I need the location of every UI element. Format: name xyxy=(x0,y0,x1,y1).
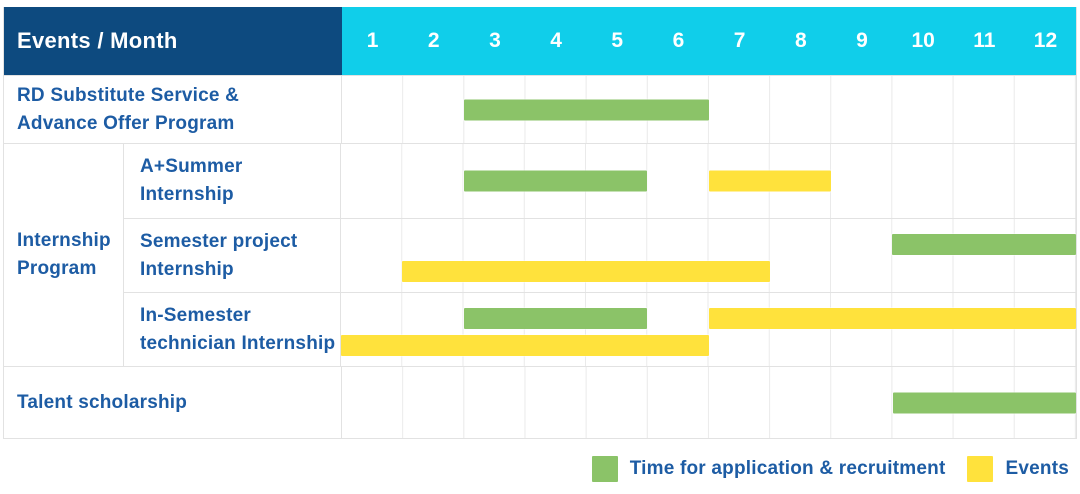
row-label-a-plus-summer: A+Summer Internship xyxy=(124,144,341,218)
row-label-line: A+Summer xyxy=(140,156,243,177)
table-row: RD Substitute Service & Advance Offer Pr… xyxy=(4,75,1076,143)
application-period-bar xyxy=(892,392,1076,413)
legend-label-application: Time for application & recruitment xyxy=(629,458,946,479)
table-row: Semester project Internship xyxy=(124,218,1076,292)
month-header-9: 9 xyxy=(856,29,868,52)
application-period-bar xyxy=(463,170,648,192)
gantt-lane-in-semester-technician xyxy=(341,293,1076,366)
legend-label-events: Events xyxy=(1005,458,1069,479)
gantt-lane-a-plus-summer xyxy=(341,144,1076,218)
month-header-3: 3 xyxy=(489,29,501,52)
month-header-4: 4 xyxy=(550,29,562,52)
row-label-in-semester-technician: In-Semester technician Internship xyxy=(124,293,341,366)
legend-item-application: Time for application & recruitment xyxy=(591,456,946,482)
row-label-line: Internship xyxy=(140,184,234,205)
yellow-swatch-icon xyxy=(967,456,994,482)
group-label-internship-program: Internship Program xyxy=(4,144,124,366)
events-month-header-cell: Events / Month xyxy=(4,7,342,75)
table-row: A+Summer Internship xyxy=(124,144,1076,218)
month-header-8: 8 xyxy=(794,29,807,52)
green-swatch-icon xyxy=(591,456,618,482)
month-header-strip: 1 2 3 4 5 6 7 8 9 10 11 12 xyxy=(342,7,1076,75)
event-period-bar xyxy=(341,335,709,356)
row-label-line: Internship xyxy=(140,258,234,280)
row-label-line: Advance Offer Program xyxy=(17,112,235,134)
row-label-line: RD Substitute Service & xyxy=(17,84,240,106)
gantt-lane-rd-substitute xyxy=(342,76,1076,143)
event-period-bar xyxy=(402,261,770,282)
row-label-rd-substitute: RD Substitute Service & Advance Offer Pr… xyxy=(4,76,342,143)
month-header-5: 5 xyxy=(611,29,624,52)
table-header-row: Events / Month 1 2 3 4 5 6 7 8 9 10 11 1… xyxy=(4,7,1076,75)
internship-program-group: Internship Program A+Summer Internship S… xyxy=(4,143,1076,366)
month-header-6: 6 xyxy=(672,29,685,52)
row-label-talent-scholarship: Talent scholarship xyxy=(4,367,342,438)
group-label-line: Internship xyxy=(17,230,111,251)
row-label-line: Semester project xyxy=(140,230,298,252)
table-title: Events / Month xyxy=(17,28,178,53)
row-label-line: Talent scholarship xyxy=(17,391,188,413)
application-period-bar xyxy=(464,99,709,120)
legend-item-events: Events xyxy=(967,456,1069,482)
group-label-line: Program xyxy=(17,258,97,279)
application-period-bar xyxy=(892,234,1076,255)
internship-subrows: A+Summer Internship Semester project Int… xyxy=(124,144,1076,366)
month-header-7: 7 xyxy=(733,29,746,52)
row-label-line: In-Semester xyxy=(140,304,251,326)
gantt-lane-talent-scholarship xyxy=(342,367,1076,438)
row-label-line: technician Internship xyxy=(140,332,336,354)
events-month-table: Events / Month 1 2 3 4 5 6 7 8 9 10 11 1… xyxy=(3,7,1077,439)
month-header-2: 2 xyxy=(427,29,440,52)
month-header-10: 10 xyxy=(911,29,935,52)
month-header-12: 12 xyxy=(1033,29,1058,52)
event-period-bar xyxy=(708,308,1076,329)
row-label-semester-project: Semester project Internship xyxy=(124,219,341,292)
event-period-bar xyxy=(708,170,831,192)
table-row: In-Semester technician Internship xyxy=(124,292,1076,366)
application-period-bar xyxy=(463,308,648,329)
table-row: Talent scholarship xyxy=(4,366,1076,438)
month-header-1: 1 xyxy=(366,29,379,52)
month-header-11: 11 xyxy=(973,29,996,52)
chart-legend: Time for application & recruitment Event… xyxy=(3,456,1077,482)
gantt-lane-semester-project xyxy=(341,219,1076,292)
